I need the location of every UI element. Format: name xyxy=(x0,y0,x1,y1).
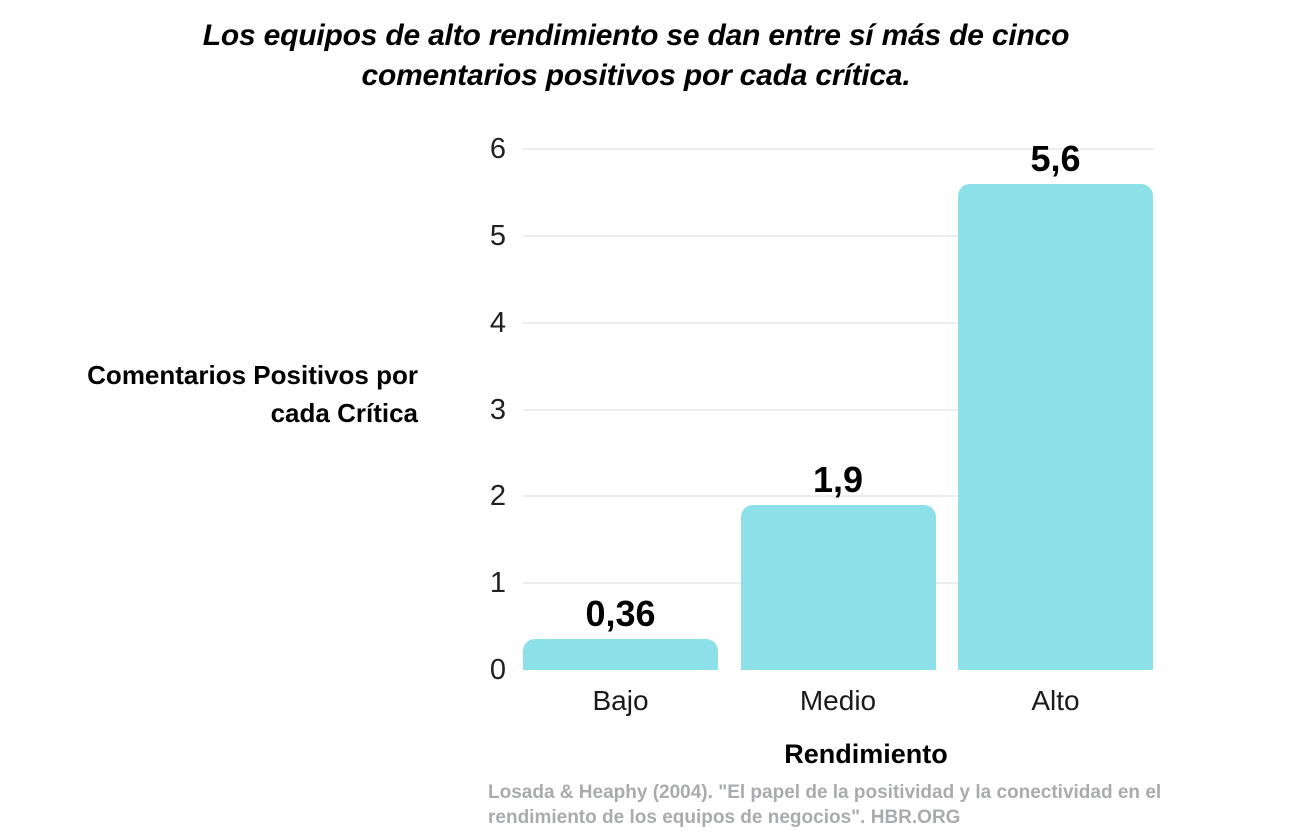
gridline-y-6 xyxy=(523,148,1153,150)
source-note-line-2: rendimiento de los equipos de negocios".… xyxy=(488,807,961,828)
y-tick-label-5: 5 xyxy=(489,219,506,252)
bar-medio xyxy=(740,505,936,670)
bar-value-label-bajo: 0,36 xyxy=(585,592,656,634)
chart-title-line-1: Los equipos de alto rendimiento se dan e… xyxy=(202,19,1070,52)
y-axis-label-line-2: cada Crítica xyxy=(270,398,418,428)
gridline-y-2 xyxy=(523,495,1153,498)
bar-alto xyxy=(958,183,1153,670)
bar-value-label-alto: 5,6 xyxy=(1030,137,1081,179)
y-axis-label-line-1: Comentarios Positivos por xyxy=(87,360,418,390)
source-note: Losada & Heaphy (2004). "El papel de la … xyxy=(488,780,1178,830)
y-tick-label-1: 1 xyxy=(489,567,506,600)
y-tick-label-0: 0 xyxy=(489,654,506,686)
gridline-y-5 xyxy=(523,234,1153,237)
gridline-y-3 xyxy=(523,408,1153,411)
y-axis-label: Comentarios Positivos por cada Crítica xyxy=(18,356,418,432)
bar-bajo xyxy=(523,638,718,670)
chart-title: Los equipos de alto rendimiento se dan e… xyxy=(0,16,1272,96)
category-label-bajo: Bajo xyxy=(592,685,649,716)
y-tick-label-3: 3 xyxy=(489,393,506,426)
y-tick-label-6: 6 xyxy=(489,133,506,165)
chart-title-line-2: comentarios positivos por cada crítica. xyxy=(361,59,911,92)
category-label-medio: Medio xyxy=(799,685,877,716)
gridline-y-4 xyxy=(523,321,1153,324)
y-tick-label-4: 4 xyxy=(489,306,506,339)
y-tick-label-2: 2 xyxy=(489,480,506,513)
bar-value-label-medio: 1,9 xyxy=(812,459,864,501)
source-note-line-1: Losada & Heaphy (2004). "El papel de la … xyxy=(488,782,1162,803)
category-label-alto: Alto xyxy=(1031,685,1080,716)
x-axis-label: Rendimiento xyxy=(784,739,948,769)
